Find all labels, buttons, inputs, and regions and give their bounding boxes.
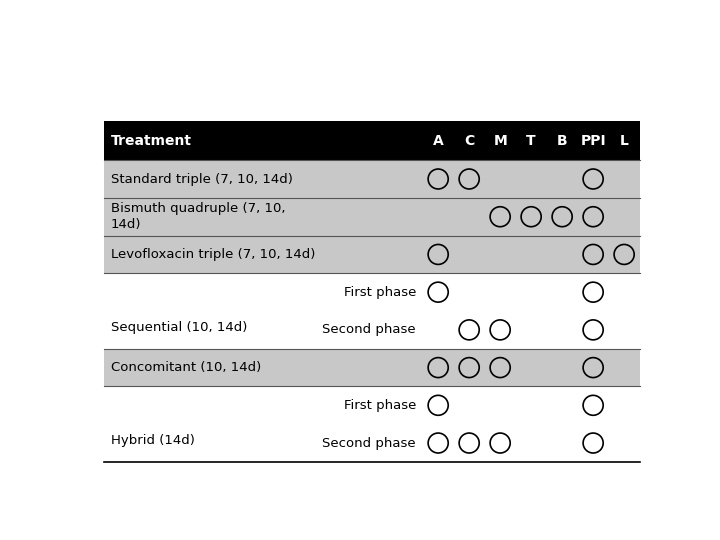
Text: M: M [493,133,507,147]
Bar [104,273,639,349]
Text: A: A [433,133,444,147]
Text: PPI: PPI [580,133,606,147]
Bar [104,387,639,462]
Text: C: C [464,133,474,147]
Bar [104,121,639,160]
Text: B: B [557,133,567,147]
Text: Bismuth quadruple (7, 10,
14d): Bismuth quadruple (7, 10, 14d) [111,202,285,231]
Text: First phase: First phase [343,286,416,299]
Text: Second phase: Second phase [323,323,416,336]
Bar [104,160,639,198]
Bar [104,235,639,273]
Bar [104,349,639,387]
Text: First phase: First phase [343,399,416,412]
Text: L: L [620,133,629,147]
Text: Sequential (10, 14d): Sequential (10, 14d) [111,321,247,334]
Text: Hybrid (14d): Hybrid (14d) [111,434,194,447]
Text: Standard triple (7, 10, 14d): Standard triple (7, 10, 14d) [111,172,292,186]
Text: Concomitant (10, 14d): Concomitant (10, 14d) [111,361,261,374]
Text: Second phase: Second phase [323,436,416,449]
Bar [104,198,639,235]
Text: Treatment: Treatment [111,133,192,147]
Text: Levofloxacin triple (7, 10, 14d): Levofloxacin triple (7, 10, 14d) [111,248,315,261]
Text: T: T [526,133,536,147]
